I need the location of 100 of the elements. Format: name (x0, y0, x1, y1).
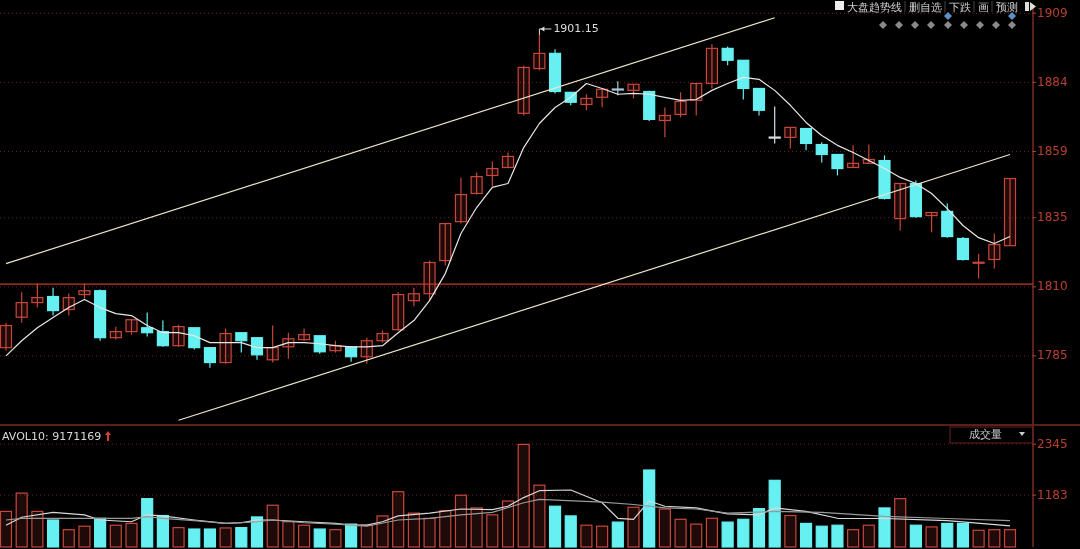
bar (125, 522, 138, 548)
bar (847, 529, 860, 548)
bar (219, 527, 232, 548)
bar (925, 526, 938, 548)
bar (297, 524, 311, 548)
bar (94, 517, 107, 548)
candlestick (752, 87, 766, 117)
bar (470, 507, 483, 548)
candlestick (517, 65, 530, 117)
candlestick (141, 311, 154, 338)
candlestick (972, 253, 985, 280)
bar (862, 524, 875, 548)
bar (501, 500, 515, 548)
y-tick-label: 1909 (1037, 5, 1068, 20)
bar (878, 507, 891, 548)
bar (46, 519, 60, 548)
candlestick (46, 287, 60, 317)
candlestick (31, 282, 44, 309)
bar (62, 529, 75, 548)
candlestick (203, 347, 217, 369)
bar (172, 527, 185, 548)
bar (188, 528, 201, 548)
bar (423, 517, 436, 548)
bar (392, 491, 405, 548)
candlestick (282, 332, 295, 360)
bar (768, 479, 781, 548)
bar (313, 528, 326, 548)
candlestick (690, 82, 703, 117)
candlestick (988, 232, 1001, 270)
bar (156, 514, 169, 548)
annotation: 1901.15 (553, 21, 599, 35)
candlestick (219, 327, 232, 365)
bar (799, 522, 813, 548)
bar (454, 494, 468, 548)
bar (674, 518, 687, 548)
bar (0, 510, 13, 548)
candlestick (847, 144, 860, 169)
candlestick (815, 141, 828, 164)
bar (360, 524, 373, 548)
candlestick (533, 34, 546, 71)
y-tick-label: 1835 (1037, 210, 1068, 225)
annotation: AVOL10: 9171169 (2, 430, 102, 443)
bar (250, 516, 264, 548)
candlestick (392, 291, 405, 332)
bar (1003, 529, 1017, 548)
candlestick (15, 291, 28, 324)
candlestick (658, 106, 671, 138)
bar (329, 529, 342, 548)
candlestick (894, 182, 907, 232)
bar (345, 523, 358, 548)
line-series (5, 498, 1011, 527)
bar (831, 524, 844, 548)
candlestick (297, 327, 311, 342)
bar (109, 524, 122, 548)
candlestick (407, 287, 420, 307)
bar (548, 505, 562, 548)
bar (737, 518, 750, 548)
bar (486, 514, 499, 548)
annotation: 下跌 (949, 1, 971, 14)
candlestick (596, 88, 609, 108)
bar (972, 529, 985, 548)
bar (705, 517, 719, 548)
line-series (5, 489, 1011, 527)
candlestick (266, 324, 279, 364)
bar (533, 484, 546, 548)
candlestick (956, 236, 970, 262)
bar (941, 522, 954, 548)
bar (266, 504, 279, 548)
bar (611, 521, 624, 548)
bar (235, 527, 248, 548)
bar (643, 469, 656, 548)
candlestick (0, 322, 13, 351)
candlestick (768, 105, 781, 145)
y-tick-label: 1884 (1037, 74, 1068, 89)
bar (517, 443, 530, 548)
candlestick (235, 332, 248, 354)
candlestick (925, 211, 938, 234)
candlestick (501, 151, 515, 169)
candlestick (784, 126, 797, 150)
candlestick (721, 45, 734, 66)
candlestick (799, 127, 813, 151)
candlestick (1003, 177, 1017, 247)
annotation: 成交量 (968, 428, 1002, 441)
bar (78, 525, 91, 548)
bar (784, 514, 797, 548)
bar (580, 524, 593, 548)
y-tick-label: 1183 (1037, 487, 1068, 502)
y-tick-label: 1859 (1037, 143, 1068, 158)
bar (203, 528, 217, 548)
bar (815, 525, 828, 548)
bar (407, 512, 420, 548)
bar (376, 515, 389, 548)
bar (15, 492, 28, 548)
candlestick (360, 337, 373, 365)
candlestick (454, 176, 468, 225)
y-tick-label: 1785 (1037, 348, 1068, 363)
candlestick (674, 91, 687, 119)
bar (752, 508, 766, 548)
bar (141, 498, 154, 548)
bar (690, 523, 703, 548)
